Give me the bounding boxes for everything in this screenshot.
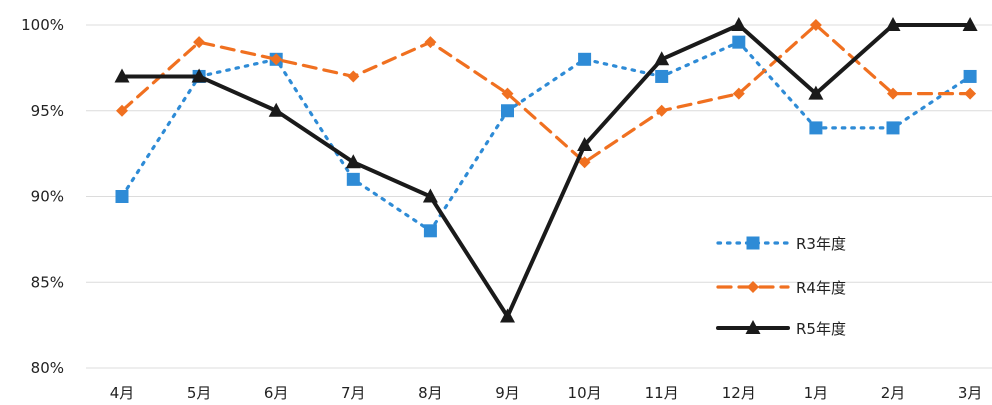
x-tick-label: 8月 — [418, 384, 443, 402]
triangle-marker — [731, 17, 747, 31]
legend-item: R5年度 — [716, 320, 846, 338]
square-marker — [886, 121, 900, 135]
triangle-marker — [345, 154, 361, 169]
series-R3年度 — [115, 35, 977, 238]
y-tick-label: 95% — [31, 102, 64, 120]
x-tick-label: 4月 — [110, 384, 135, 402]
diamond-marker — [747, 281, 759, 293]
gridlines — [86, 24, 992, 369]
diamond-marker — [193, 36, 206, 49]
square-marker — [578, 52, 592, 66]
diamond-marker — [347, 70, 360, 83]
triangle-marker — [745, 320, 761, 334]
x-tick-label: 3月 — [958, 384, 983, 402]
x-tick-label: 11月 — [645, 384, 679, 402]
y-axis-ticks: 80% 85% 90% 95% 100% — [21, 16, 64, 377]
diamond-marker — [424, 36, 437, 49]
triangle-marker — [654, 51, 670, 66]
diamond-marker — [578, 156, 591, 169]
square-marker — [346, 172, 360, 186]
y-tick-label: 85% — [31, 273, 64, 291]
triangle-marker — [577, 137, 593, 152]
triangle-marker — [500, 308, 515, 323]
y-tick-label: 90% — [31, 188, 64, 206]
x-tick-label: 5月 — [187, 384, 212, 402]
square-marker — [115, 190, 129, 203]
triangle-marker — [885, 17, 901, 31]
x-tick-label: 10月 — [568, 384, 602, 402]
series-line — [120, 23, 973, 319]
triangle-marker — [422, 188, 438, 203]
triangle-marker — [114, 68, 130, 83]
diamond-marker — [809, 19, 822, 31]
x-tick-label: 1月 — [804, 384, 829, 402]
legend: R3年度 R4年度 R5年度 — [716, 235, 846, 338]
square-marker — [655, 69, 669, 83]
x-tick-label: 2月 — [881, 384, 906, 402]
legend-item: R3年度 — [716, 235, 846, 253]
legend-label: R3年度 — [796, 235, 846, 253]
square-marker — [746, 236, 760, 250]
x-tick-label: 6月 — [264, 384, 289, 402]
legend-label: R4年度 — [796, 279, 846, 297]
x-tick-label: 12月 — [722, 384, 756, 402]
square-marker — [963, 69, 977, 83]
diamond-marker — [501, 87, 514, 100]
square-marker — [809, 121, 823, 135]
y-tick-label: 80% — [31, 359, 64, 377]
series-line — [120, 40, 972, 233]
square-marker — [423, 224, 437, 238]
diamond-marker — [270, 53, 283, 66]
diamond-marker — [887, 87, 899, 100]
diamond-marker — [655, 104, 668, 117]
triangle-marker — [808, 85, 824, 100]
series-group — [114, 17, 978, 323]
legend-label: R5年度 — [796, 320, 846, 338]
diamond-marker — [964, 87, 977, 100]
square-marker — [732, 35, 746, 49]
legend-item: R4年度 — [716, 279, 846, 297]
series-R5年度 — [114, 17, 978, 323]
y-tick-label: 100% — [21, 16, 64, 34]
triangle-marker — [191, 68, 207, 83]
triangle-marker — [268, 102, 284, 117]
diamond-marker — [116, 104, 128, 117]
triangle-marker — [962, 17, 978, 31]
x-tick-label: 9月 — [495, 384, 520, 402]
x-tick-label: 7月 — [341, 384, 366, 402]
square-marker — [501, 104, 514, 118]
diamond-marker — [732, 87, 745, 100]
series-line — [120, 23, 972, 164]
series-R4年度 — [116, 19, 977, 169]
x-axis-ticks: 4月 5月 6月 7月 8月 9月 10月 11月 12月 1月 2月 3月 — [110, 384, 983, 402]
